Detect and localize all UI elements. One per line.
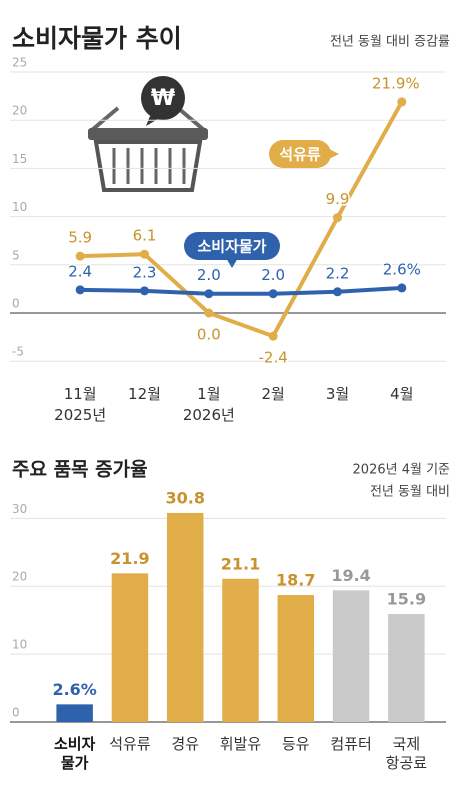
data-point	[333, 287, 342, 297]
data-point	[75, 251, 85, 261]
bar	[332, 590, 370, 722]
legend-label: 석유류	[279, 146, 321, 164]
bar	[277, 595, 315, 722]
data-point	[204, 308, 214, 318]
value-label: 2.2	[326, 264, 350, 282]
chart-title: 소비자물가 추이	[12, 24, 182, 53]
x-tick-label: 3월	[325, 385, 350, 403]
x-tick-label: 석유류	[109, 735, 151, 753]
x-tick-label: 12월	[128, 385, 161, 403]
value-label: 15.9	[387, 590, 426, 609]
legend-pointer	[226, 258, 238, 268]
value-label: 5.9	[68, 229, 92, 247]
bar	[222, 578, 259, 722]
y-tick-label: 30	[12, 502, 27, 516]
y-tick-label: 10	[12, 638, 27, 652]
x-tick-label: 등유	[281, 735, 310, 753]
data-point	[140, 286, 149, 296]
svg-text:₩: ₩	[151, 86, 175, 111]
data-point	[268, 289, 278, 299]
bar	[166, 512, 204, 722]
value-label: 2.6%	[52, 680, 96, 699]
y-tick-label: -5	[12, 345, 24, 359]
y-tick-label: 0	[12, 706, 20, 720]
value-label: -2.4	[259, 349, 288, 367]
series-line	[80, 285, 402, 296]
value-label: 6.1	[133, 227, 157, 245]
legend-tag	[184, 232, 280, 260]
value-label: 2.4	[68, 262, 92, 280]
series-line	[80, 100, 404, 339]
value-label: 30.8	[165, 488, 204, 507]
y-tick-label: 0	[12, 297, 20, 311]
chart-subtitle: 전년 동월 대비	[370, 485, 450, 500]
data-point	[268, 331, 278, 341]
x-tick-sublabel: 2025년	[54, 406, 107, 424]
x-tick-label: 2월	[261, 385, 285, 403]
value-label: 21.9%	[372, 74, 420, 92]
value-label: 9.9	[326, 190, 350, 208]
value-label: 21.1	[221, 554, 260, 573]
y-tick-label: 5	[12, 248, 20, 262]
x-tick-sublabel: 2026년	[182, 406, 235, 424]
bar	[111, 573, 149, 722]
data-point	[333, 213, 342, 223]
value-label: 2.0	[197, 266, 221, 284]
chart-subtitle: 전년 동월 대비 증감률	[330, 35, 450, 50]
x-tick-label: 컴퓨터	[330, 735, 372, 753]
legend-tag	[269, 140, 331, 168]
data-point	[204, 289, 214, 299]
bar	[388, 614, 425, 722]
legend-pointer	[327, 148, 339, 160]
value-label: 21.9	[110, 549, 149, 568]
y-tick-label: 25	[12, 56, 27, 70]
y-tick-label: 15	[12, 152, 27, 166]
x-tick-label: 소비자 물가	[53, 735, 96, 772]
x-tick-label: 4월	[390, 385, 414, 403]
x-tick-label: 국제 항공료	[385, 735, 428, 772]
data-point	[140, 249, 149, 259]
value-label: 0.0	[197, 326, 221, 344]
value-label: 2.3	[133, 263, 157, 281]
data-point	[397, 283, 407, 293]
value-label: 18.7	[276, 571, 315, 590]
y-tick-label: 10	[12, 200, 27, 214]
x-tick-label: 11월	[63, 385, 97, 403]
basket-icon: ₩	[88, 76, 208, 192]
y-tick-label: 20	[12, 570, 27, 584]
bar	[56, 704, 93, 722]
data-point	[75, 285, 85, 295]
chart-subtitle: 2026년 4월 기준	[353, 463, 450, 478]
chart-title: 주요 품목 증가율	[12, 459, 148, 481]
value-label: 19.4	[331, 566, 370, 585]
x-tick-label: 휘발유	[219, 735, 262, 753]
y-tick-label: 20	[12, 104, 27, 118]
x-tick-label: 1월	[197, 385, 221, 403]
legend-label: 소비자물가	[197, 238, 266, 256]
value-label: 2.0	[261, 266, 285, 284]
value-label: 2.6%	[383, 260, 421, 278]
x-tick-label: 경유	[171, 735, 200, 753]
data-point	[397, 97, 407, 107]
